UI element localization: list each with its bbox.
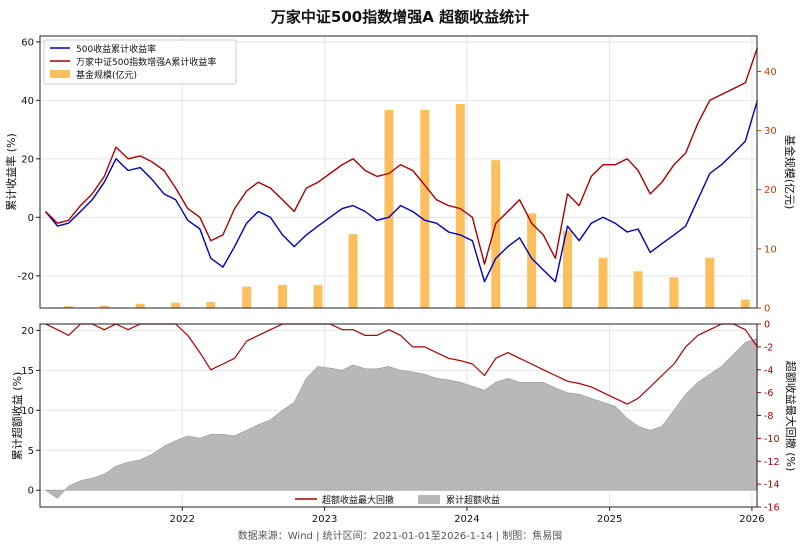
bottom-y2tick-label: -4 xyxy=(764,365,773,376)
aum-bar xyxy=(135,303,145,308)
aum-bar xyxy=(313,284,323,308)
index-line xyxy=(44,100,759,283)
legend-swatch-excess xyxy=(418,495,440,504)
aum-bar xyxy=(348,234,358,308)
bottom-y2tick-label: -2 xyxy=(764,342,773,353)
bottom-legend: 超额收益最大回撤 累计超额收益 xyxy=(295,494,500,506)
bottom-xtick-label: 2022 xyxy=(170,514,195,525)
bottom-y2tick-label: -12 xyxy=(764,457,780,468)
bottom-left-axis: 0 5 10 15 20 xyxy=(21,326,40,497)
legend-label-drawdown: 超额收益最大回撤 xyxy=(322,494,394,506)
bottom-ytick-label: 0 xyxy=(28,486,34,497)
bottom-ytick-label: 10 xyxy=(21,406,34,417)
top-ytick-label: 0 xyxy=(28,213,34,224)
top-plot-frame xyxy=(39,35,758,309)
top-y2tick-label: 40 xyxy=(764,67,777,78)
bottom-y2tick-label: 0 xyxy=(764,320,770,331)
top-ytick-label: 40 xyxy=(21,96,34,107)
top-right-axis: 0 10 20 30 40 xyxy=(757,67,777,315)
excess-return-area xyxy=(44,337,758,499)
top-ytick-label: 20 xyxy=(21,154,34,165)
bottom-xtick-label: 2023 xyxy=(312,514,337,525)
bottom-ytick-label: 20 xyxy=(21,326,34,337)
bottom-x-axis: 2022 2023 2024 2025 2026 xyxy=(170,507,765,525)
top-legend-box xyxy=(43,39,237,85)
aum-bar xyxy=(633,271,643,308)
top-ytick-label: 60 xyxy=(21,37,34,48)
top-ylabel-right: 基金规模(亿元) xyxy=(783,135,797,210)
excess-area-layer xyxy=(44,337,758,499)
chart-title: 万家中证500指数增强A 超额收益统计 xyxy=(270,8,529,26)
bottom-y2tick-label: -16 xyxy=(764,503,780,514)
top-y2tick-label: 10 xyxy=(764,244,777,255)
footer-note: 数据来源：Wind | 统计区间：2021-01-01至2026-1-14 | … xyxy=(238,529,562,542)
bottom-right-axis: 0 -2 -4 -6 -8 -10 -12 -14 -16 xyxy=(757,320,780,514)
bottom-y2tick-label: -6 xyxy=(764,388,773,399)
legend-label-excess: 累计超额收益 xyxy=(446,494,500,506)
aum-bar xyxy=(669,277,679,308)
bottom-y2tick-label: -8 xyxy=(764,411,773,422)
bottom-ytick-label: 5 xyxy=(28,446,34,457)
aum-bar xyxy=(242,286,252,308)
top-ytick-label: -20 xyxy=(18,271,34,282)
aum-bar xyxy=(527,213,537,308)
legend-label-aum: 基金规模(亿元) xyxy=(76,69,137,81)
top-left-axis: -20 0 20 40 60 xyxy=(18,37,40,282)
aum-bar xyxy=(563,231,573,308)
aum-bar xyxy=(491,160,501,308)
aum-bar xyxy=(455,104,465,308)
aum-bars xyxy=(63,104,750,308)
bottom-xtick-label: 2024 xyxy=(454,514,479,525)
legend-label-fund: 万家中证500指数增强A累计收益率 xyxy=(76,56,216,68)
top-legend: 500收益累计收益率 万家中证500指数增强A累计收益率 基金规模(亿元) xyxy=(43,39,237,85)
top-y2tick-label: 30 xyxy=(764,126,777,137)
aum-bar xyxy=(206,302,216,308)
bottom-ylabel: 累计超额收益 (%) xyxy=(10,372,24,461)
top-y2tick-label: 0 xyxy=(764,304,770,315)
top-series-lines xyxy=(44,47,759,283)
legend-label-index: 500收益累计收益率 xyxy=(76,43,156,55)
legend-swatch-aum xyxy=(50,70,70,78)
top-y2tick-label: 20 xyxy=(764,185,777,196)
aum-bar xyxy=(99,305,109,308)
bottom-xtick-label: 2025 xyxy=(597,514,622,525)
top-ylabel: 累计收益率 (%) xyxy=(4,133,18,211)
bottom-ylabel-right: 超额收益最大回撤 (%) xyxy=(784,361,798,472)
aum-bar xyxy=(598,257,608,308)
bottom-xtick-label: 2026 xyxy=(739,514,764,525)
bottom-ytick-label: 15 xyxy=(21,366,34,377)
bottom-y2tick-label: -14 xyxy=(764,480,780,491)
aum-bar xyxy=(384,109,394,308)
aum-bar xyxy=(63,306,73,308)
fund-line xyxy=(45,47,759,265)
aum-bar xyxy=(705,257,715,308)
aum-bar xyxy=(740,299,750,308)
aum-bar xyxy=(420,109,430,308)
bottom-y2tick-label: -10 xyxy=(764,434,780,445)
aum-bar xyxy=(171,302,181,308)
aum-bar xyxy=(278,284,288,308)
